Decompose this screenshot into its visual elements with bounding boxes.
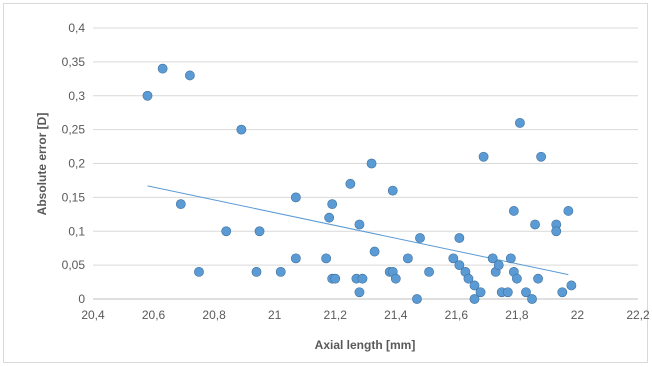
x-axis-title: Axial length [mm] xyxy=(315,338,416,352)
data-point xyxy=(469,280,480,291)
data-point xyxy=(290,253,301,264)
data-point xyxy=(236,124,247,135)
data-point xyxy=(175,199,186,210)
data-point xyxy=(566,280,577,291)
data-point xyxy=(221,226,232,237)
data-point xyxy=(502,287,513,298)
data-point xyxy=(478,151,489,162)
data-point xyxy=(354,287,365,298)
y-tick-label: 0,3 xyxy=(68,89,85,103)
data-point xyxy=(533,273,543,284)
data-point xyxy=(157,63,168,74)
x-tick-label: 20,4 xyxy=(81,308,105,322)
data-point xyxy=(324,212,335,223)
data-point xyxy=(254,226,265,237)
data-point xyxy=(321,253,332,264)
data-point xyxy=(511,273,522,284)
data-point xyxy=(366,158,377,169)
x-tick-label: 21,4 xyxy=(384,308,408,322)
data-point xyxy=(142,90,153,101)
data-point xyxy=(536,151,547,162)
data-point xyxy=(475,287,486,298)
data-point xyxy=(557,287,568,298)
data-point xyxy=(424,266,434,277)
data-point xyxy=(563,206,574,216)
gridlines xyxy=(93,27,638,266)
data-point xyxy=(357,273,368,284)
data-point xyxy=(354,219,365,230)
data-point xyxy=(505,253,516,264)
x-tick-label: 20,6 xyxy=(142,308,166,322)
data-point xyxy=(527,294,537,304)
y-tick-label: 0,35 xyxy=(62,55,86,69)
y-tick-label: 0,15 xyxy=(62,190,86,204)
x-tick-label: 21 xyxy=(268,308,282,322)
data-point xyxy=(469,294,480,304)
data-point xyxy=(493,260,504,271)
y-tick-label: 0 xyxy=(78,292,85,306)
data-point xyxy=(454,260,465,271)
y-tick-label: 0,1 xyxy=(68,224,85,238)
x-tick-label: 21,6 xyxy=(445,308,469,322)
data-point xyxy=(412,294,422,304)
x-tick-label: 22,2 xyxy=(626,308,650,322)
x-tick-label: 20,8 xyxy=(202,308,226,322)
data-point xyxy=(345,178,356,189)
data-point xyxy=(387,185,398,196)
data-point xyxy=(184,70,195,81)
data-point xyxy=(508,206,519,216)
x-tick-labels: 20,4 20,6 20,8 21 21,2 21,4 21,6 21,8 22 22,2 xyxy=(81,308,650,322)
trendline xyxy=(147,185,569,276)
x-tick-label: 21,8 xyxy=(505,308,529,322)
data-point xyxy=(194,266,204,277)
x-tick-label: 21,2 xyxy=(324,308,348,322)
y-axis-title: Absolute error [D] xyxy=(35,113,49,216)
data-point xyxy=(330,273,341,284)
data-point xyxy=(415,233,425,243)
data-point xyxy=(487,253,498,264)
data-point xyxy=(515,117,525,128)
y-tick-label: 0,4 xyxy=(68,21,85,35)
data-point xyxy=(448,253,459,264)
chart-area xyxy=(3,3,648,363)
data-point xyxy=(390,273,401,284)
y-tick-label: 0,05 xyxy=(62,258,86,272)
data-point xyxy=(521,287,531,298)
data-point xyxy=(551,226,562,237)
y-tick-label: 0,2 xyxy=(68,157,85,171)
data-point xyxy=(402,253,413,264)
data-point xyxy=(454,233,465,243)
data-point xyxy=(327,199,338,210)
data-point xyxy=(251,266,262,277)
data-points xyxy=(142,63,577,304)
x-tick-label: 22 xyxy=(571,308,585,322)
y-tick-label: 0,25 xyxy=(62,123,86,137)
data-point xyxy=(290,192,301,203)
data-point xyxy=(530,219,540,230)
data-point xyxy=(463,273,474,284)
y-tick-labels: 0 0,05 0,1 0,15 0,2 0,25 0,3 0,35 0,4 xyxy=(62,21,86,306)
data-point xyxy=(369,246,380,257)
data-point xyxy=(275,266,286,277)
